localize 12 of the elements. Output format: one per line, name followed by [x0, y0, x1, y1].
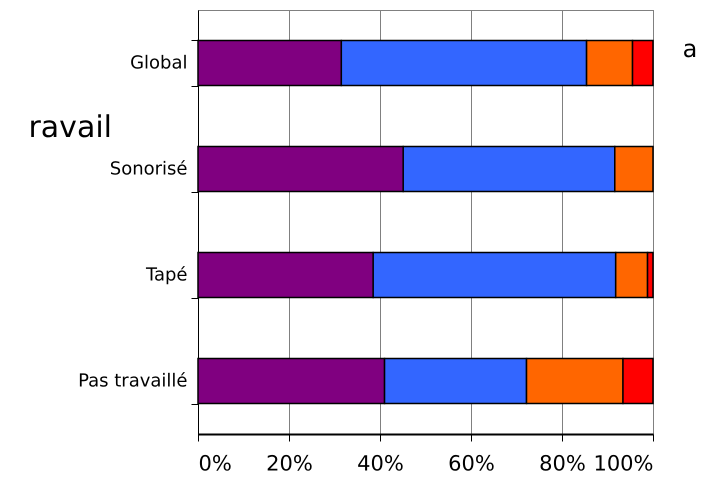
x-tick-label: 0% [198, 452, 232, 476]
text: a [682, 35, 698, 63]
x-tick-label: 40% [357, 452, 404, 476]
x-tick-label: 80% [539, 452, 586, 476]
x-tick-label: 60% [448, 452, 495, 476]
y-tick-label: Sonorisé [110, 158, 188, 180]
x-tick-label: 20% [266, 452, 313, 476]
text: ravail [28, 110, 112, 145]
y-tick-label: Tapé [144, 264, 188, 286]
x-tick-label: 100% [593, 452, 654, 476]
y-tick-label: Pas travaillé [78, 370, 188, 392]
y-tick-label: Global [130, 52, 188, 74]
